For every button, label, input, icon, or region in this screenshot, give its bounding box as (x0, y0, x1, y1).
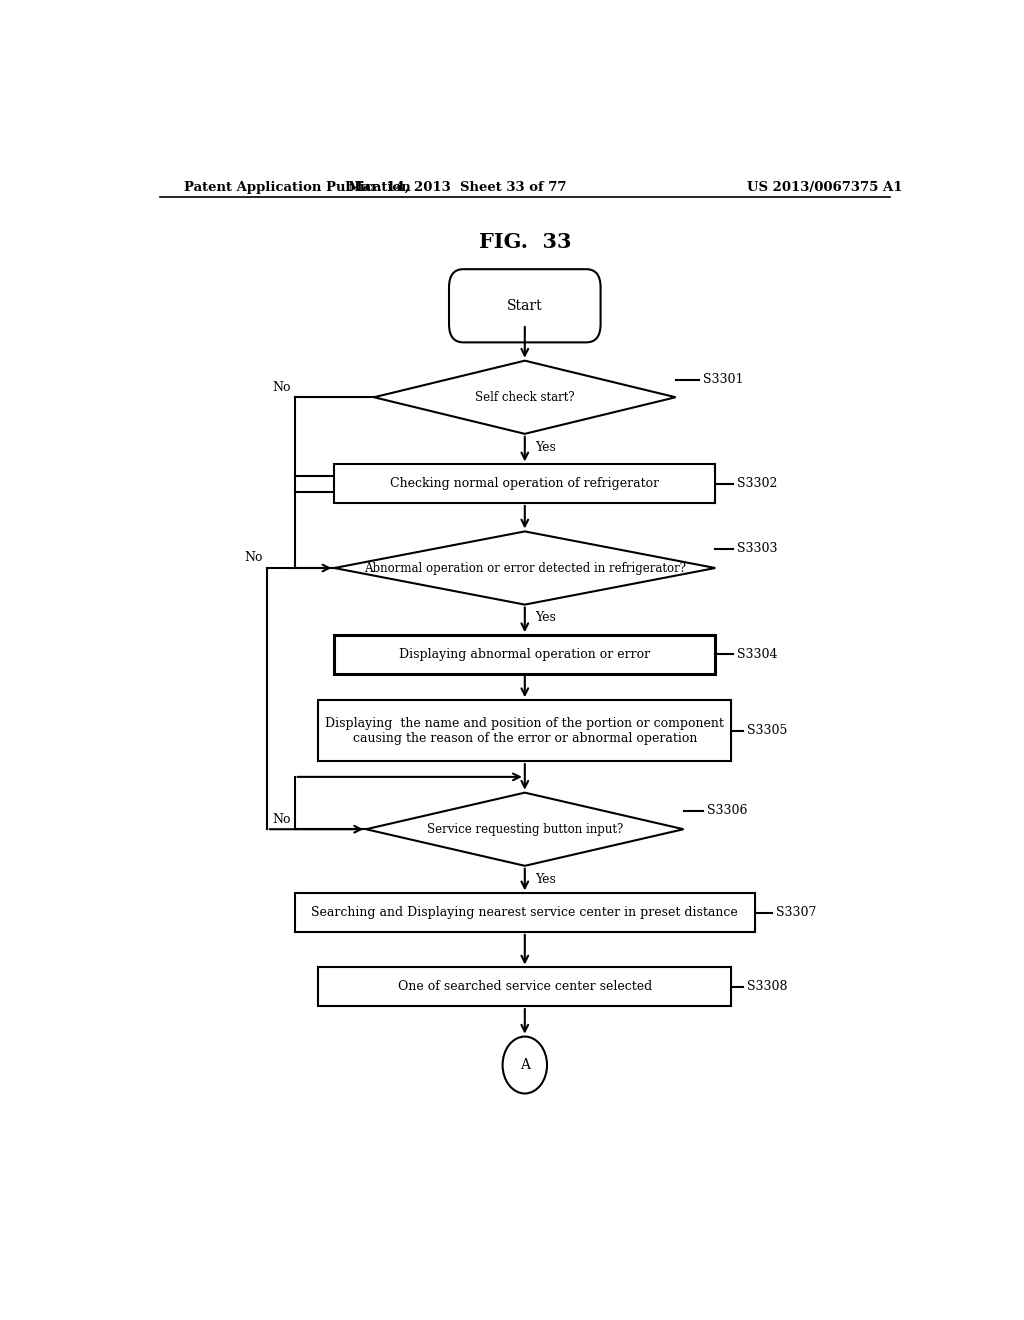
Polygon shape (367, 792, 684, 866)
Text: US 2013/0067375 A1: US 2013/0067375 A1 (748, 181, 902, 194)
Text: One of searched service center selected: One of searched service center selected (397, 981, 652, 993)
Text: Yes: Yes (536, 873, 556, 886)
Circle shape (503, 1036, 547, 1093)
Text: No: No (272, 813, 291, 825)
Text: Displaying abnormal operation or error: Displaying abnormal operation or error (399, 648, 650, 661)
Text: S3305: S3305 (748, 725, 787, 737)
Text: No: No (245, 552, 263, 565)
Text: S3306: S3306 (707, 804, 748, 817)
Text: S3307: S3307 (776, 906, 817, 919)
Bar (334, 465, 715, 503)
Polygon shape (334, 532, 715, 605)
Text: Service requesting button input?: Service requesting button input? (427, 822, 623, 836)
Text: Start: Start (507, 298, 543, 313)
Text: Displaying  the name and position of the portion or component
causing the reason: Displaying the name and position of the … (326, 717, 724, 744)
Bar (318, 968, 731, 1006)
FancyBboxPatch shape (449, 269, 601, 342)
Text: S3302: S3302 (736, 477, 777, 490)
Polygon shape (374, 360, 676, 434)
Text: Searching and Displaying nearest service center in preset distance: Searching and Displaying nearest service… (311, 906, 738, 919)
Text: S3303: S3303 (736, 543, 777, 556)
Text: Patent Application Publication: Patent Application Publication (183, 181, 411, 194)
Text: No: No (272, 380, 291, 393)
Bar (334, 635, 715, 673)
Text: Checking normal operation of refrigerator: Checking normal operation of refrigerato… (390, 477, 659, 490)
Text: Yes: Yes (536, 611, 556, 624)
Bar (295, 894, 755, 932)
Text: Yes: Yes (536, 441, 556, 454)
Bar (318, 700, 731, 762)
Text: A: A (520, 1059, 529, 1072)
Text: Mar. 14, 2013  Sheet 33 of 77: Mar. 14, 2013 Sheet 33 of 77 (348, 181, 566, 194)
Text: S3304: S3304 (736, 648, 777, 661)
Text: FIG.  33: FIG. 33 (478, 232, 571, 252)
Text: Self check start?: Self check start? (475, 391, 574, 404)
Text: S3308: S3308 (748, 981, 787, 993)
Text: S3301: S3301 (703, 374, 743, 387)
Text: Abnormal operation or error detected in refrigerator?: Abnormal operation or error detected in … (364, 561, 686, 574)
